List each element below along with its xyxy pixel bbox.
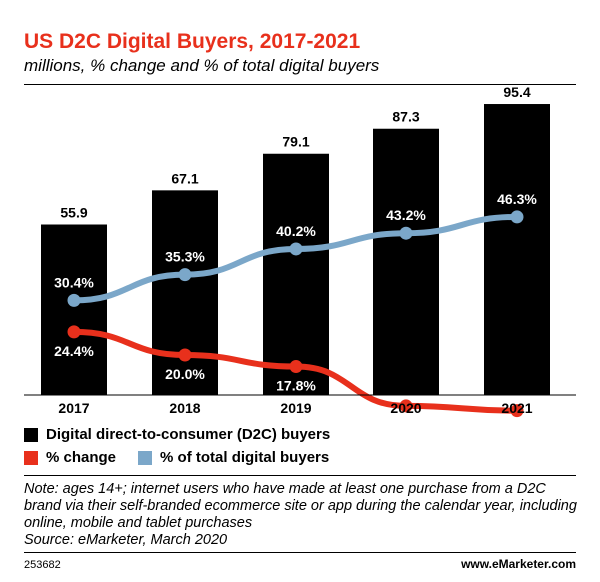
- bar-2021: [484, 104, 550, 395]
- bar-label-2020: 87.3: [392, 109, 419, 125]
- data-label-pct-change-2020: 10.3%: [386, 417, 426, 430]
- point-pct-total-2018: [178, 268, 192, 282]
- data-label-pct-change-2018: 20.0%: [165, 366, 205, 382]
- point-pct-change-2017: [67, 325, 81, 339]
- point-pct-total-2017: [67, 293, 81, 307]
- bar-2018: [152, 190, 218, 395]
- legend-row-2: % change % of total digital buyers: [24, 449, 329, 466]
- point-pct-total-2019: [289, 242, 303, 256]
- legend-swatch-pct-change: [24, 450, 38, 465]
- legend-swatch-d2c-buyers: [24, 427, 38, 442]
- legend-label-pct-total: % of total digital buyers: [160, 449, 330, 466]
- point-pct-change-2020: [399, 399, 413, 413]
- chart-title: US D2C Digital Buyers, 2017-2021: [24, 30, 361, 53]
- note-text: Note: ages 14+; internet users who have …: [24, 481, 577, 531]
- chart-id: 253682: [24, 559, 61, 571]
- data-label-pct-change-2019: 17.8%: [276, 378, 316, 394]
- footer-divider: [24, 552, 576, 553]
- bar-label-2019: 79.1: [282, 134, 309, 150]
- legend-label-d2c-buyers: Digital direct-to-consumer (D2C) buyers: [46, 426, 331, 443]
- point-pct-total-2021: [510, 210, 524, 224]
- data-label-pct-total-2017: 30.4%: [54, 274, 94, 290]
- data-label-pct-change-2021: 9.4%: [501, 422, 533, 430]
- x-tick-2021: 2021: [501, 400, 532, 416]
- data-label-pct-total-2021: 46.3%: [497, 191, 537, 207]
- x-tick-2018: 2018: [169, 400, 200, 416]
- point-pct-change-2021: [510, 404, 524, 418]
- bar-label-2021: 95.4: [503, 84, 530, 100]
- x-tick-2019: 2019: [280, 400, 311, 416]
- chart-plot: 55.9 67.1 79.1 87.3 95.4 24.4% 20.0% 17.8% 10.3%…: [24, 84, 576, 430]
- point-pct-change-2019: [289, 360, 303, 374]
- chart-subtitle: millions, % change and % of total digita…: [24, 56, 380, 75]
- data-label-pct-change-2017: 24.4%: [54, 343, 94, 359]
- footnote: Note: ages 14+; internet users who have …: [24, 481, 580, 549]
- legend-swatch-pct-total: [138, 450, 153, 465]
- point-pct-change-2018: [178, 348, 192, 362]
- data-label-pct-total-2018: 35.3%: [165, 249, 205, 265]
- note-divider: [24, 475, 576, 476]
- x-tick-2017: 2017: [58, 400, 89, 416]
- point-pct-total-2020: [399, 226, 413, 240]
- bar-2020: [373, 128, 439, 396]
- bar-2017: [41, 224, 107, 395]
- data-label-pct-total-2020: 43.2%: [386, 207, 426, 223]
- data-label-pct-total-2019: 40.2%: [276, 223, 316, 239]
- top-divider: [24, 84, 576, 85]
- bar-label-2018: 67.1: [171, 170, 198, 186]
- brand-url: www.eMarketer.com: [461, 557, 576, 571]
- source-text: Source: eMarketer, March 2020: [24, 532, 228, 548]
- legend-label-pct-change: % change: [46, 449, 117, 466]
- x-tick-2020: 2020: [390, 400, 421, 416]
- legend-row-1: Digital direct-to-consumer (D2C) buyers: [24, 426, 330, 443]
- bar-label-2017: 55.9: [60, 205, 87, 221]
- bar-2019: [263, 153, 329, 395]
